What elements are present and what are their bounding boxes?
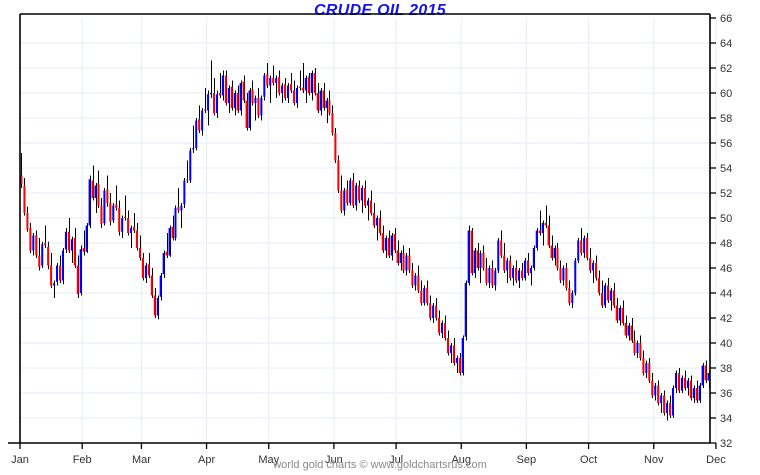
gridlines	[20, 18, 717, 443]
y-axis-tick-labels: 32 34 36 38 40 42 44 46 48 50 52 54 56 58 60 62 64 66	[720, 13, 732, 450]
svg-text:Apr: Apr	[198, 454, 215, 466]
svg-text:Oct: Oct	[580, 454, 597, 466]
x-axis-tick-labels: Jan Feb Mar Apr May Jun Jul Aug Sep Oct Nov Dec	[11, 454, 726, 466]
svg-text:40: 40	[720, 338, 732, 350]
svg-text:Aug: Aug	[451, 454, 471, 466]
svg-text:Feb: Feb	[73, 454, 92, 466]
svg-text:Jun: Jun	[325, 454, 343, 466]
svg-text:Jan: Jan	[11, 454, 29, 466]
svg-text:Jul: Jul	[389, 454, 403, 466]
svg-text:46: 46	[720, 263, 732, 275]
svg-text:62: 62	[720, 63, 732, 75]
svg-text:66: 66	[720, 13, 732, 25]
svg-text:58: 58	[720, 113, 732, 125]
svg-text:42: 42	[720, 313, 732, 325]
svg-text:Dec: Dec	[706, 454, 726, 466]
svg-text:32: 32	[720, 438, 732, 450]
footer-credit: world gold charts © www.goldchartsrus.co…	[273, 459, 487, 471]
svg-text:56: 56	[720, 138, 732, 150]
axis-lines	[8, 13, 717, 449]
svg-text:64: 64	[720, 38, 732, 50]
svg-text:Nov: Nov	[644, 454, 664, 466]
svg-text:54: 54	[720, 163, 732, 175]
svg-text:44: 44	[720, 288, 732, 300]
svg-text:38: 38	[720, 363, 732, 375]
svg-text:50: 50	[720, 213, 732, 225]
svg-text:60: 60	[720, 88, 732, 100]
svg-text:Sep: Sep	[517, 454, 537, 466]
svg-text:34: 34	[720, 413, 732, 425]
svg-text:52: 52	[720, 188, 732, 200]
svg-text:48: 48	[720, 238, 732, 250]
svg-text:36: 36	[720, 388, 732, 400]
svg-text:Mar: Mar	[132, 454, 151, 466]
candlestick-series	[20, 60, 710, 421]
svg-text:May: May	[258, 454, 279, 466]
